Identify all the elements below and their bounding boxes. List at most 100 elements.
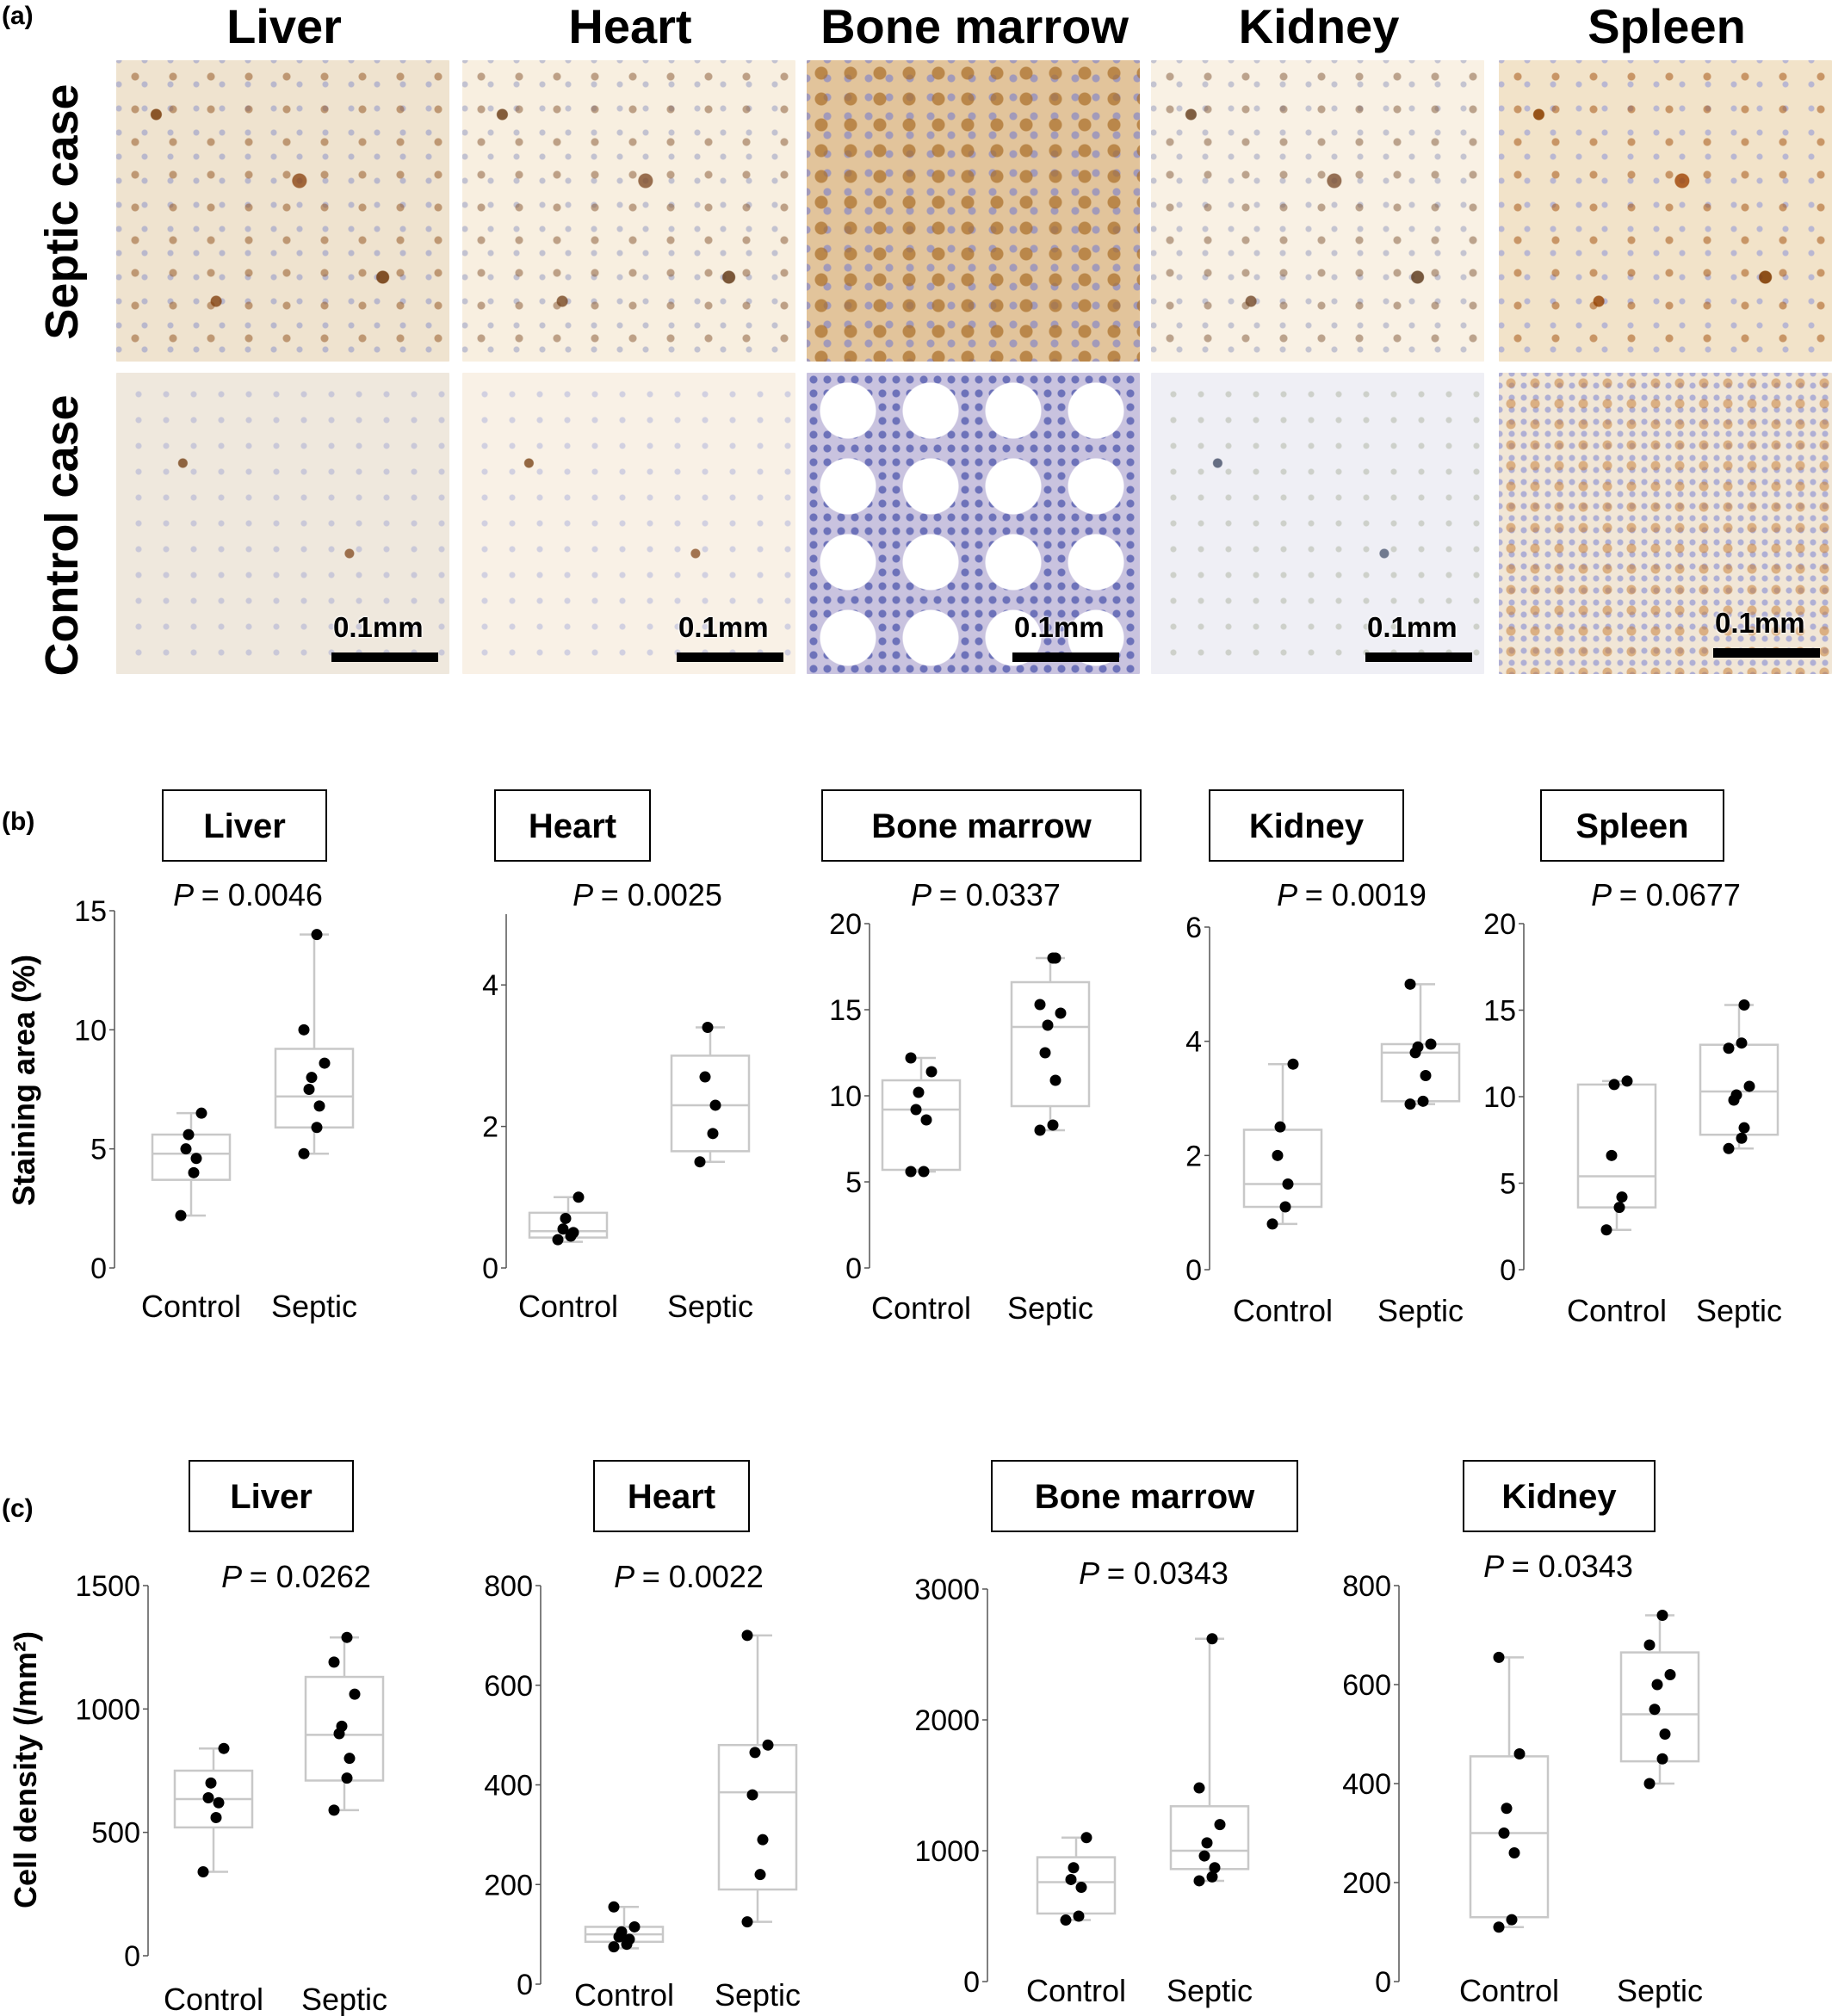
chart-b-bone-marrow: Bone marrow P = 0.0337 0 5 10 15 20 Control Sept… [821,789,1142,1326]
point-b-bone-marrow-septic-1 [1047,1119,1059,1131]
point-c-liver-control-1 [210,1811,222,1823]
point-c-liver-control-0 [197,1866,209,1878]
point-c-kidney-control-2 [1508,1847,1520,1858]
p-value-b-liver: P = 0.0046 [173,877,323,912]
panel-b-label: (b) [2,807,34,836]
box-b-kidney-control [1242,1129,1323,1209]
column-title-kidney: Kidney [1238,0,1400,53]
point-c-kidney-septic-0 [1643,1778,1656,1790]
category-label-c-heart-control: Control [574,1977,674,2013]
title-box-c-heart [593,1460,750,1532]
title-box-b-liver [162,789,327,862]
y-tick-label-b-heart-2: 2 [482,1111,498,1144]
p-value-b-kidney: P = 0.0019 [1277,877,1427,912]
category-label-c-bone-marrow-septic: Septic [1167,1973,1253,2008]
box-b-heart-septic [670,1054,751,1153]
category-label-b-spleen-septic: Septic [1696,1293,1782,1328]
point-c-kidney-septic-3 [1649,1704,1661,1716]
chart-title-b-bone-marrow: Bone marrow [871,807,1092,845]
point-c-liver-septic-1 [341,1772,353,1784]
chart-title-c-kidney: Kidney [1501,1478,1617,1516]
y-tick-label-b-kidney-2: 2 [1185,1140,1202,1172]
micrograph-control-bone-marrow [807,373,1140,674]
point-b-spleen-control-0 [1600,1224,1612,1236]
title-box-c-kidney [1463,1460,1656,1532]
point-b-kidney-control-4 [1274,1121,1286,1133]
point-b-heart-control-2 [567,1227,579,1239]
point-c-heart-septic-4 [749,1747,761,1759]
title-box-b-spleen [1540,789,1724,862]
y-tick-label-c-heart-200: 200 [484,1869,533,1902]
y-tick-label-c-liver-500: 500 [91,1817,140,1850]
y-tick-label-c-kidney-400: 400 [1342,1768,1391,1801]
y-tick-label-b-liver-10: 10 [74,1014,107,1047]
point-c-heart-septic-6 [741,1629,753,1642]
point-c-liver-control-4 [205,1777,217,1789]
y-tick-label-c-bone-marrow-2000: 2000 [914,1704,980,1737]
point-c-heart-control-4 [616,1926,628,1938]
point-c-liver-septic-5 [349,1688,361,1700]
chart-c-heart: Heart P = 0.0022 0 200 400 600 800 Control Septi… [484,1460,801,2013]
point-b-heart-control-0 [552,1234,564,1246]
box-c-heart-septic [717,1743,798,1891]
point-b-kidney-septic-0 [1404,1098,1416,1110]
point-b-kidney-control-2 [1282,1178,1294,1190]
y-tick-label-b-spleen-15: 15 [1483,995,1516,1028]
point-b-bone-marrow-control-5 [925,1066,938,1078]
y-tick-label-c-heart-800: 800 [484,1570,533,1603]
point-b-liver-control-5 [195,1107,207,1119]
point-b-kidney-septic-1 [1417,1095,1429,1107]
point-b-spleen-control-5 [1621,1075,1633,1087]
title-box-b-heart [494,789,651,862]
point-b-heart-septic-4 [702,1022,714,1034]
y-tick-label-b-bone-marrow-15: 15 [829,994,862,1027]
point-b-liver-control-2 [190,1153,202,1165]
y-tick-label-c-bone-marrow-1000: 1000 [914,1835,980,1868]
column-title-heart: Heart [568,0,692,53]
point-b-bone-marrow-control-0 [905,1166,917,1178]
point-b-bone-marrow-control-6 [905,1052,917,1064]
point-b-kidney-control-3 [1272,1149,1284,1161]
point-c-bone-marrow-septic-1 [1206,1871,1218,1883]
category-label-b-bone-marrow-septic: Septic [1007,1290,1093,1326]
category-label-b-heart-septic: Septic [667,1289,753,1324]
y-tick-label-b-kidney-0: 0 [1185,1254,1202,1287]
point-b-kidney-septic-6 [1404,978,1416,990]
chart-title-c-liver: Liver [230,1478,313,1516]
point-c-liver-septic-6 [328,1656,340,1668]
micrograph-septic-liver [116,60,449,362]
point-b-heart-septic-3 [699,1071,711,1083]
micrograph-control-liver [116,373,449,674]
point-c-kidney-control-0 [1493,1921,1505,1933]
box-c-kidney-control [1469,1755,1550,1919]
p-value-c-kidney: P = 0.0343 [1483,1549,1633,1584]
point-b-bone-marrow-septic-2 [1049,1074,1061,1086]
y-tick-label-b-bone-marrow-5: 5 [845,1166,862,1199]
point-b-kidney-septic-2 [1420,1069,1432,1081]
micrograph-control-spleen [1499,373,1832,674]
chart-b-liver: Liver P = 0.0046 0 5 10 15 Staining area (%) Co… [6,789,357,1324]
point-b-liver-control-3 [180,1143,192,1155]
point-c-bone-marrow-septic-7 [1206,1633,1218,1645]
box-b-spleen-septic [1699,1043,1779,1136]
p-value-b-heart: P = 0.0025 [572,877,722,912]
point-c-kidney-septic-4 [1651,1679,1663,1691]
y-tick-label-c-kidney-800: 800 [1342,1570,1391,1603]
chart-c-kidney: Kidney P = 0.0343 0 200 400 600 800 Control Sept… [1342,1460,1703,2008]
box-b-spleen-control [1576,1083,1657,1209]
y-tick-label-c-liver-1000: 1000 [75,1693,140,1726]
micrograph-septic-spleen [1499,60,1832,362]
point-c-kidney-septic-2 [1659,1728,1671,1740]
point-b-liver-septic-5 [319,1057,331,1069]
category-label-b-kidney-control: Control [1233,1293,1333,1328]
y-tick-label-b-spleen-10: 10 [1483,1081,1516,1114]
title-box-b-bone-marrow [821,789,1142,862]
point-c-heart-septic-2 [757,1834,769,1846]
point-b-liver-control-4 [183,1129,195,1141]
point-c-bone-marrow-septic-6 [1193,1782,1205,1794]
column-title-liver: Liver [226,0,342,53]
point-c-liver-control-3 [202,1792,214,1804]
point-c-liver-septic-4 [336,1720,348,1732]
point-b-spleen-septic-6 [1723,1042,1735,1054]
